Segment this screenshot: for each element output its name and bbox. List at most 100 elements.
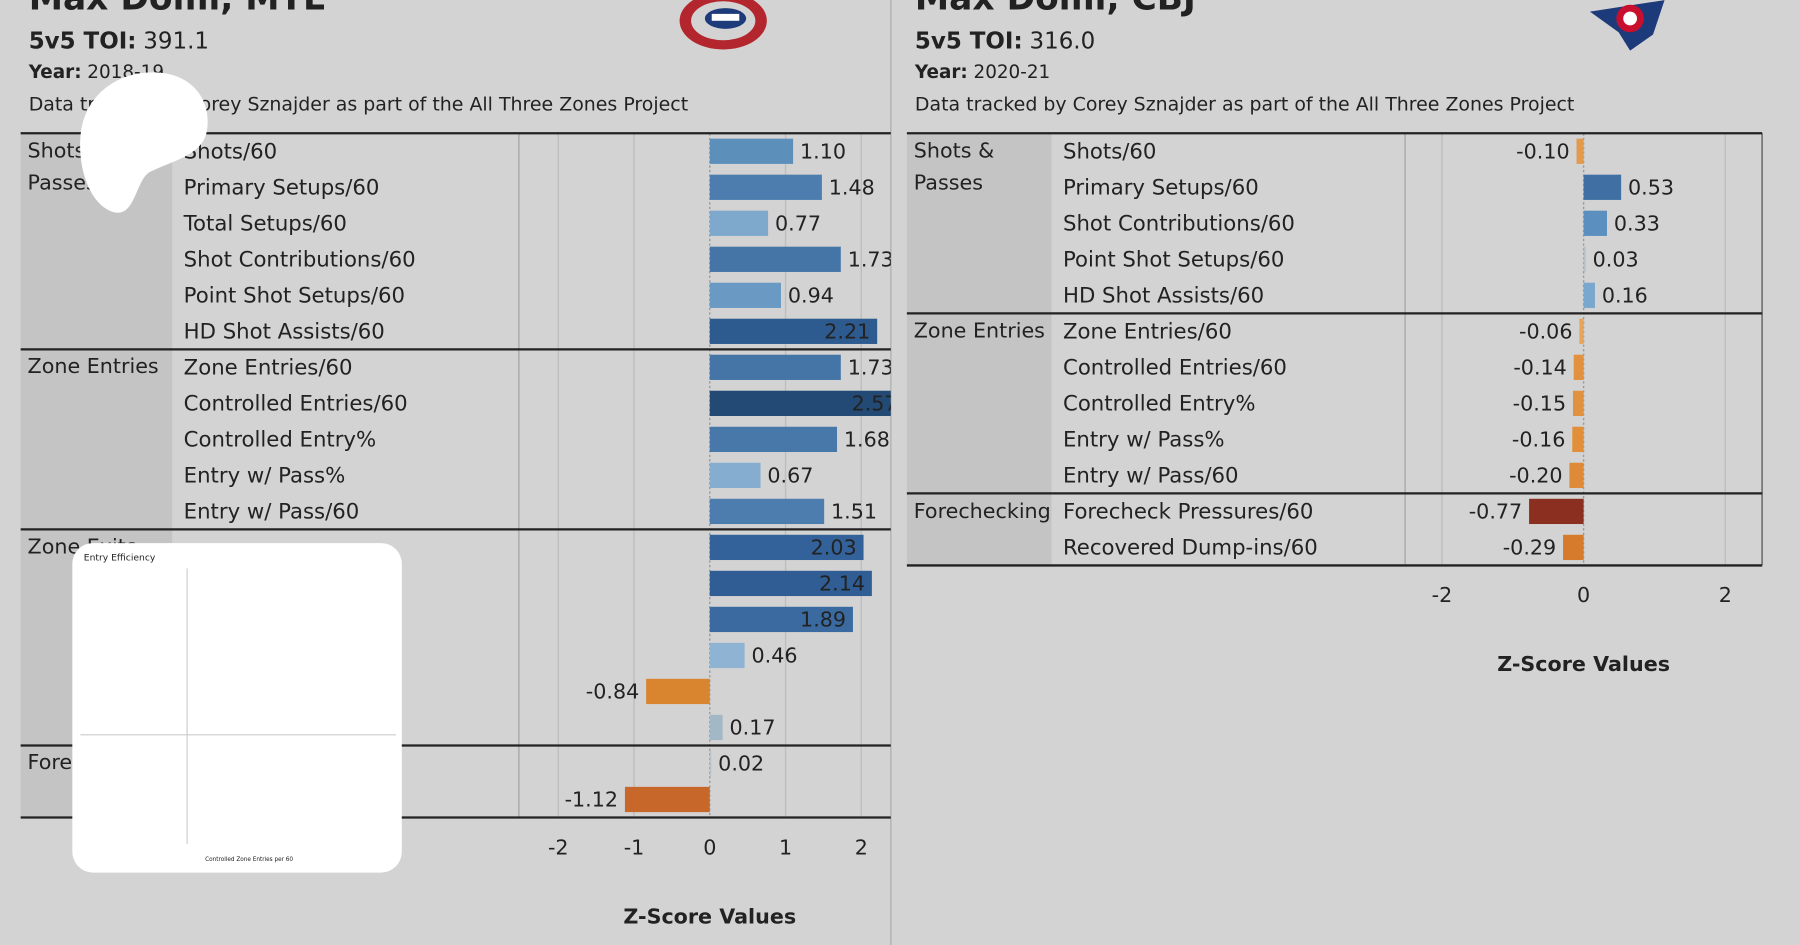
bar: [709, 426, 838, 453]
bar: [1569, 462, 1584, 489]
group-label-box: Zone Entries: [913, 319, 1045, 344]
panel-title: Max Domi, MTL: [29, 0, 325, 18]
metric-label: Controlled Entry%: [1063, 392, 1255, 417]
value-label: 0.67: [767, 464, 813, 488]
value-label: 0.94: [788, 283, 834, 307]
value-label: -0.29: [1503, 536, 1556, 560]
bar: [709, 606, 853, 633]
toi-line: 5v5 TOI: 316.0: [915, 28, 1095, 54]
year-label: Year:: [28, 62, 82, 83]
bar: [1529, 498, 1584, 525]
group-label-box: Forechecking: [914, 499, 1049, 523]
metric-label: Zone Entries/60: [1063, 319, 1232, 344]
metric-label: Point Shot Setups/60: [1063, 247, 1284, 272]
metric-label: Primary Setups/60: [1063, 175, 1259, 200]
group-label-box: Shots & Passes: [913, 139, 995, 196]
metric-label: Entry w/ Pass/60: [184, 500, 360, 525]
x-tick-label: 0: [1577, 583, 1590, 607]
bar: [709, 138, 794, 164]
year-label: Year:: [914, 62, 968, 83]
inset-title: Entry Efficiency: [84, 553, 156, 564]
bar: [709, 498, 825, 525]
team-logo: [679, 0, 767, 50]
value-label: -0.15: [1513, 392, 1566, 416]
bar: [709, 570, 872, 597]
value-label: 1.73: [848, 247, 894, 271]
value-label: -0.20: [1509, 464, 1562, 488]
value-label: 1.48: [829, 175, 875, 199]
bar: [1576, 138, 1584, 164]
value-label: 1.51: [831, 500, 877, 524]
x-tick-label: 2: [1719, 583, 1732, 607]
toi-value: 316.0: [1030, 28, 1096, 54]
value-label: 2.21: [824, 319, 870, 343]
bar: [709, 282, 781, 308]
x-tick-label: 1: [779, 835, 792, 859]
cursor-blob: [80, 72, 208, 213]
bar: [709, 210, 769, 236]
metric-label: Shot Contributions/60: [184, 247, 416, 272]
axis-title: Z-Score Values: [623, 904, 796, 928]
metric-label: Zone Entries/60: [184, 356, 353, 381]
bar: [709, 318, 878, 344]
panel-title: Max Domi, CBJ: [915, 0, 1196, 18]
metric-label: Recovered Dump-ins/60: [1063, 536, 1318, 561]
source: Data tracked by Corey Sznajder as part o…: [915, 93, 1574, 115]
value-label: 0.77: [775, 211, 821, 235]
x-tick-label: -2: [1432, 583, 1453, 607]
bar: [646, 678, 710, 705]
bar: [1583, 282, 1595, 308]
team-logo: [1589, 0, 1665, 51]
inset-x-label: Controlled Zone Entries per 60: [205, 857, 293, 863]
metric-label: Entry w/ Pass/60: [1063, 464, 1239, 489]
value-label: 0.03: [1593, 247, 1639, 271]
metric-label: Controlled Entries/60: [1063, 356, 1287, 381]
group-label-box: Zone Entries: [27, 355, 159, 380]
x-tick-label: -2: [548, 835, 569, 859]
inset-card: [72, 543, 402, 873]
bar: [1572, 390, 1584, 416]
group-label: Zone Entries: [27, 355, 159, 380]
x-tick-label: -1: [624, 835, 645, 859]
bar: [1583, 174, 1622, 200]
toi-value: 391.1: [143, 28, 209, 54]
bar: [1563, 534, 1584, 561]
value-label: -0.77: [1469, 500, 1522, 524]
year-line: Year: 2018-19: [28, 62, 164, 83]
value-label: -1.12: [565, 788, 618, 812]
bar: [709, 714, 723, 741]
metric-label: Total Setups/60: [183, 211, 347, 236]
value-label: -0.06: [1519, 319, 1572, 343]
group-label: Zone Entries: [913, 319, 1045, 344]
group-label: Shots & Passes: [913, 139, 995, 196]
value-label: 0.16: [1602, 283, 1648, 307]
bar: [1572, 426, 1584, 453]
bar: [709, 390, 891, 416]
metric-label: Entry w/ Pass%: [1063, 428, 1225, 453]
value-label: -0.10: [1516, 139, 1569, 163]
metric-label: Controlled Entries/60: [184, 392, 408, 417]
value-label: 2.57: [852, 392, 898, 416]
value-label: 2.03: [811, 536, 857, 560]
value-label: 2.14: [819, 572, 865, 596]
bar: [709, 642, 745, 669]
axis-title: Z-Score Values: [1497, 652, 1670, 676]
value-label: -0.16: [1512, 428, 1565, 452]
year-value: 2020-21: [974, 62, 1051, 83]
value-label: 0.46: [752, 644, 798, 668]
bar: [709, 174, 822, 200]
metric-label: HD Shot Assists/60: [1063, 283, 1264, 308]
value-label: 0.02: [718, 752, 764, 776]
value-label: 0.33: [1614, 211, 1660, 235]
bar: [1579, 318, 1584, 344]
x-tick-label: 0: [703, 835, 716, 859]
metric-label: Shots/60: [1063, 139, 1156, 164]
metric-label: Point Shot Setups/60: [184, 283, 405, 308]
bar: [709, 462, 761, 489]
metric-label: HD Shot Assists/60: [184, 319, 385, 344]
bar: [709, 534, 864, 561]
value-label: 1.73: [848, 356, 894, 380]
metric-label: Shot Contributions/60: [1063, 211, 1295, 236]
value-label: -0.84: [586, 680, 639, 704]
